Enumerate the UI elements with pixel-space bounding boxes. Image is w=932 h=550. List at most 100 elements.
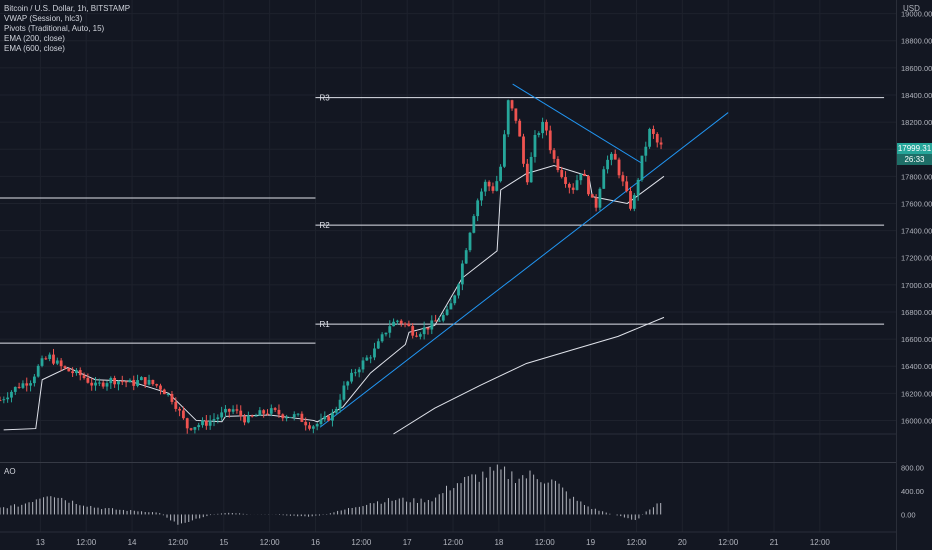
price-tick-label: 16400.00 [901, 362, 932, 371]
candle-body [457, 284, 460, 296]
candle-body [476, 200, 480, 217]
candle-body [510, 100, 514, 109]
candle-body [499, 166, 502, 182]
candle-body [525, 163, 529, 183]
ao-pane-label[interactable]: AO [4, 467, 16, 476]
candle-body [571, 187, 575, 190]
candle-body [147, 379, 151, 385]
pivot-label: R1 [319, 320, 330, 329]
candle-body [25, 383, 29, 386]
candle-body [109, 377, 113, 384]
candle-body [594, 197, 598, 208]
candle-body [441, 314, 445, 321]
candle-body [13, 386, 17, 392]
candle-body [644, 146, 648, 156]
price-tick-label: 17600.00 [901, 199, 932, 208]
candle-body [277, 409, 281, 415]
candle-body [178, 408, 181, 411]
candle-body [67, 368, 71, 372]
candle-body [136, 380, 139, 386]
candle-body [170, 393, 174, 402]
candle-body [388, 326, 392, 333]
trendline [319, 112, 729, 428]
price-tick-label: 19000.00 [901, 10, 932, 19]
price-tick-label: 18200.00 [901, 118, 932, 127]
candle-body [6, 397, 10, 400]
candle-body [10, 391, 13, 398]
candle-body [2, 399, 6, 401]
candle-body [308, 425, 311, 429]
candle-body [453, 295, 457, 304]
price-tick-label: 16000.00 [901, 416, 932, 425]
legend-symbol[interactable]: Bitcoin / U.S. Dollar, 1h, BITSTAMP [4, 4, 131, 13]
candle-body [625, 181, 629, 192]
price-tick-label: 16800.00 [901, 308, 932, 317]
time-tick-label: 21 [770, 538, 779, 547]
candle-body [319, 419, 323, 425]
candle-body [522, 136, 525, 164]
candle-body [483, 181, 487, 192]
candle-body [75, 370, 78, 374]
price-axis[interactable]: 16000.00 16200.00 16400.00 16600.00 16800.00… [901, 10, 932, 426]
candle-body [567, 183, 571, 188]
candle-body [216, 417, 220, 420]
candle-body [166, 393, 170, 395]
time-tick-label: 19 [586, 538, 595, 547]
candle-body [185, 418, 189, 429]
candle-body [545, 121, 548, 131]
price-tick-label: 17000.00 [901, 281, 932, 290]
candle-body [361, 360, 365, 370]
candle-body [117, 381, 120, 385]
time-tick-label: 12:00 [718, 538, 739, 547]
candle-body [373, 348, 376, 358]
candles[interactable] [0, 99, 663, 434]
candle-body [162, 389, 166, 395]
time-axis[interactable]: 13 12:00 14 12:00 15 12:00 16 12:00 17 12:00 18 12:… [36, 538, 831, 547]
candle-body [90, 382, 94, 386]
time-tick-label: 12:00 [260, 538, 281, 547]
candle-body [227, 408, 231, 412]
vwap-path [3, 164, 665, 431]
legend-ema-200[interactable]: EMA (200, close) [4, 34, 65, 43]
candle-body [296, 413, 300, 415]
candle-body [445, 309, 449, 315]
pane-separator[interactable] [0, 462, 896, 463]
legend-ema-600[interactable]: EMA (600, close) [4, 44, 65, 53]
candle-body [311, 426, 315, 429]
candle-body [575, 180, 579, 190]
time-tick-label: 12:00 [810, 538, 831, 547]
ao-tick-label: 800.00 [901, 464, 924, 473]
candle-body [159, 385, 162, 390]
trendlines [319, 83, 729, 428]
candle-body [472, 216, 476, 233]
candle-body [182, 410, 185, 419]
candle-body [258, 410, 262, 416]
candle-body [82, 375, 86, 379]
currency-label[interactable]: USD [903, 4, 920, 13]
time-tick-label: 15 [219, 538, 228, 547]
candle-body [0, 400, 2, 402]
candle-body [132, 379, 136, 386]
price-tick-label: 17200.00 [901, 254, 932, 263]
price-tick-label: 16600.00 [901, 335, 932, 344]
legend-pivots[interactable]: Pivots (Traditional, Auto, 15) [4, 24, 105, 33]
candle-body [556, 158, 560, 171]
candle-body [598, 188, 602, 208]
candle-body [629, 191, 632, 209]
candle-body [212, 419, 216, 421]
candle-body [44, 358, 48, 360]
candle-body [52, 354, 55, 364]
candle-body [621, 175, 625, 182]
legend-vwap[interactable]: VWAP (Session, hlc3) [4, 14, 83, 23]
candle-body [304, 421, 308, 426]
candle-body [430, 320, 434, 330]
price-tick-label: 17400.00 [901, 227, 932, 236]
candle-body [652, 128, 655, 134]
candle-body [338, 399, 342, 409]
candle-body [201, 420, 204, 426]
candle-body [128, 379, 132, 383]
candle-body [537, 133, 541, 135]
candle-body [281, 414, 285, 419]
candle-body [487, 181, 491, 187]
candle-body [101, 382, 105, 387]
